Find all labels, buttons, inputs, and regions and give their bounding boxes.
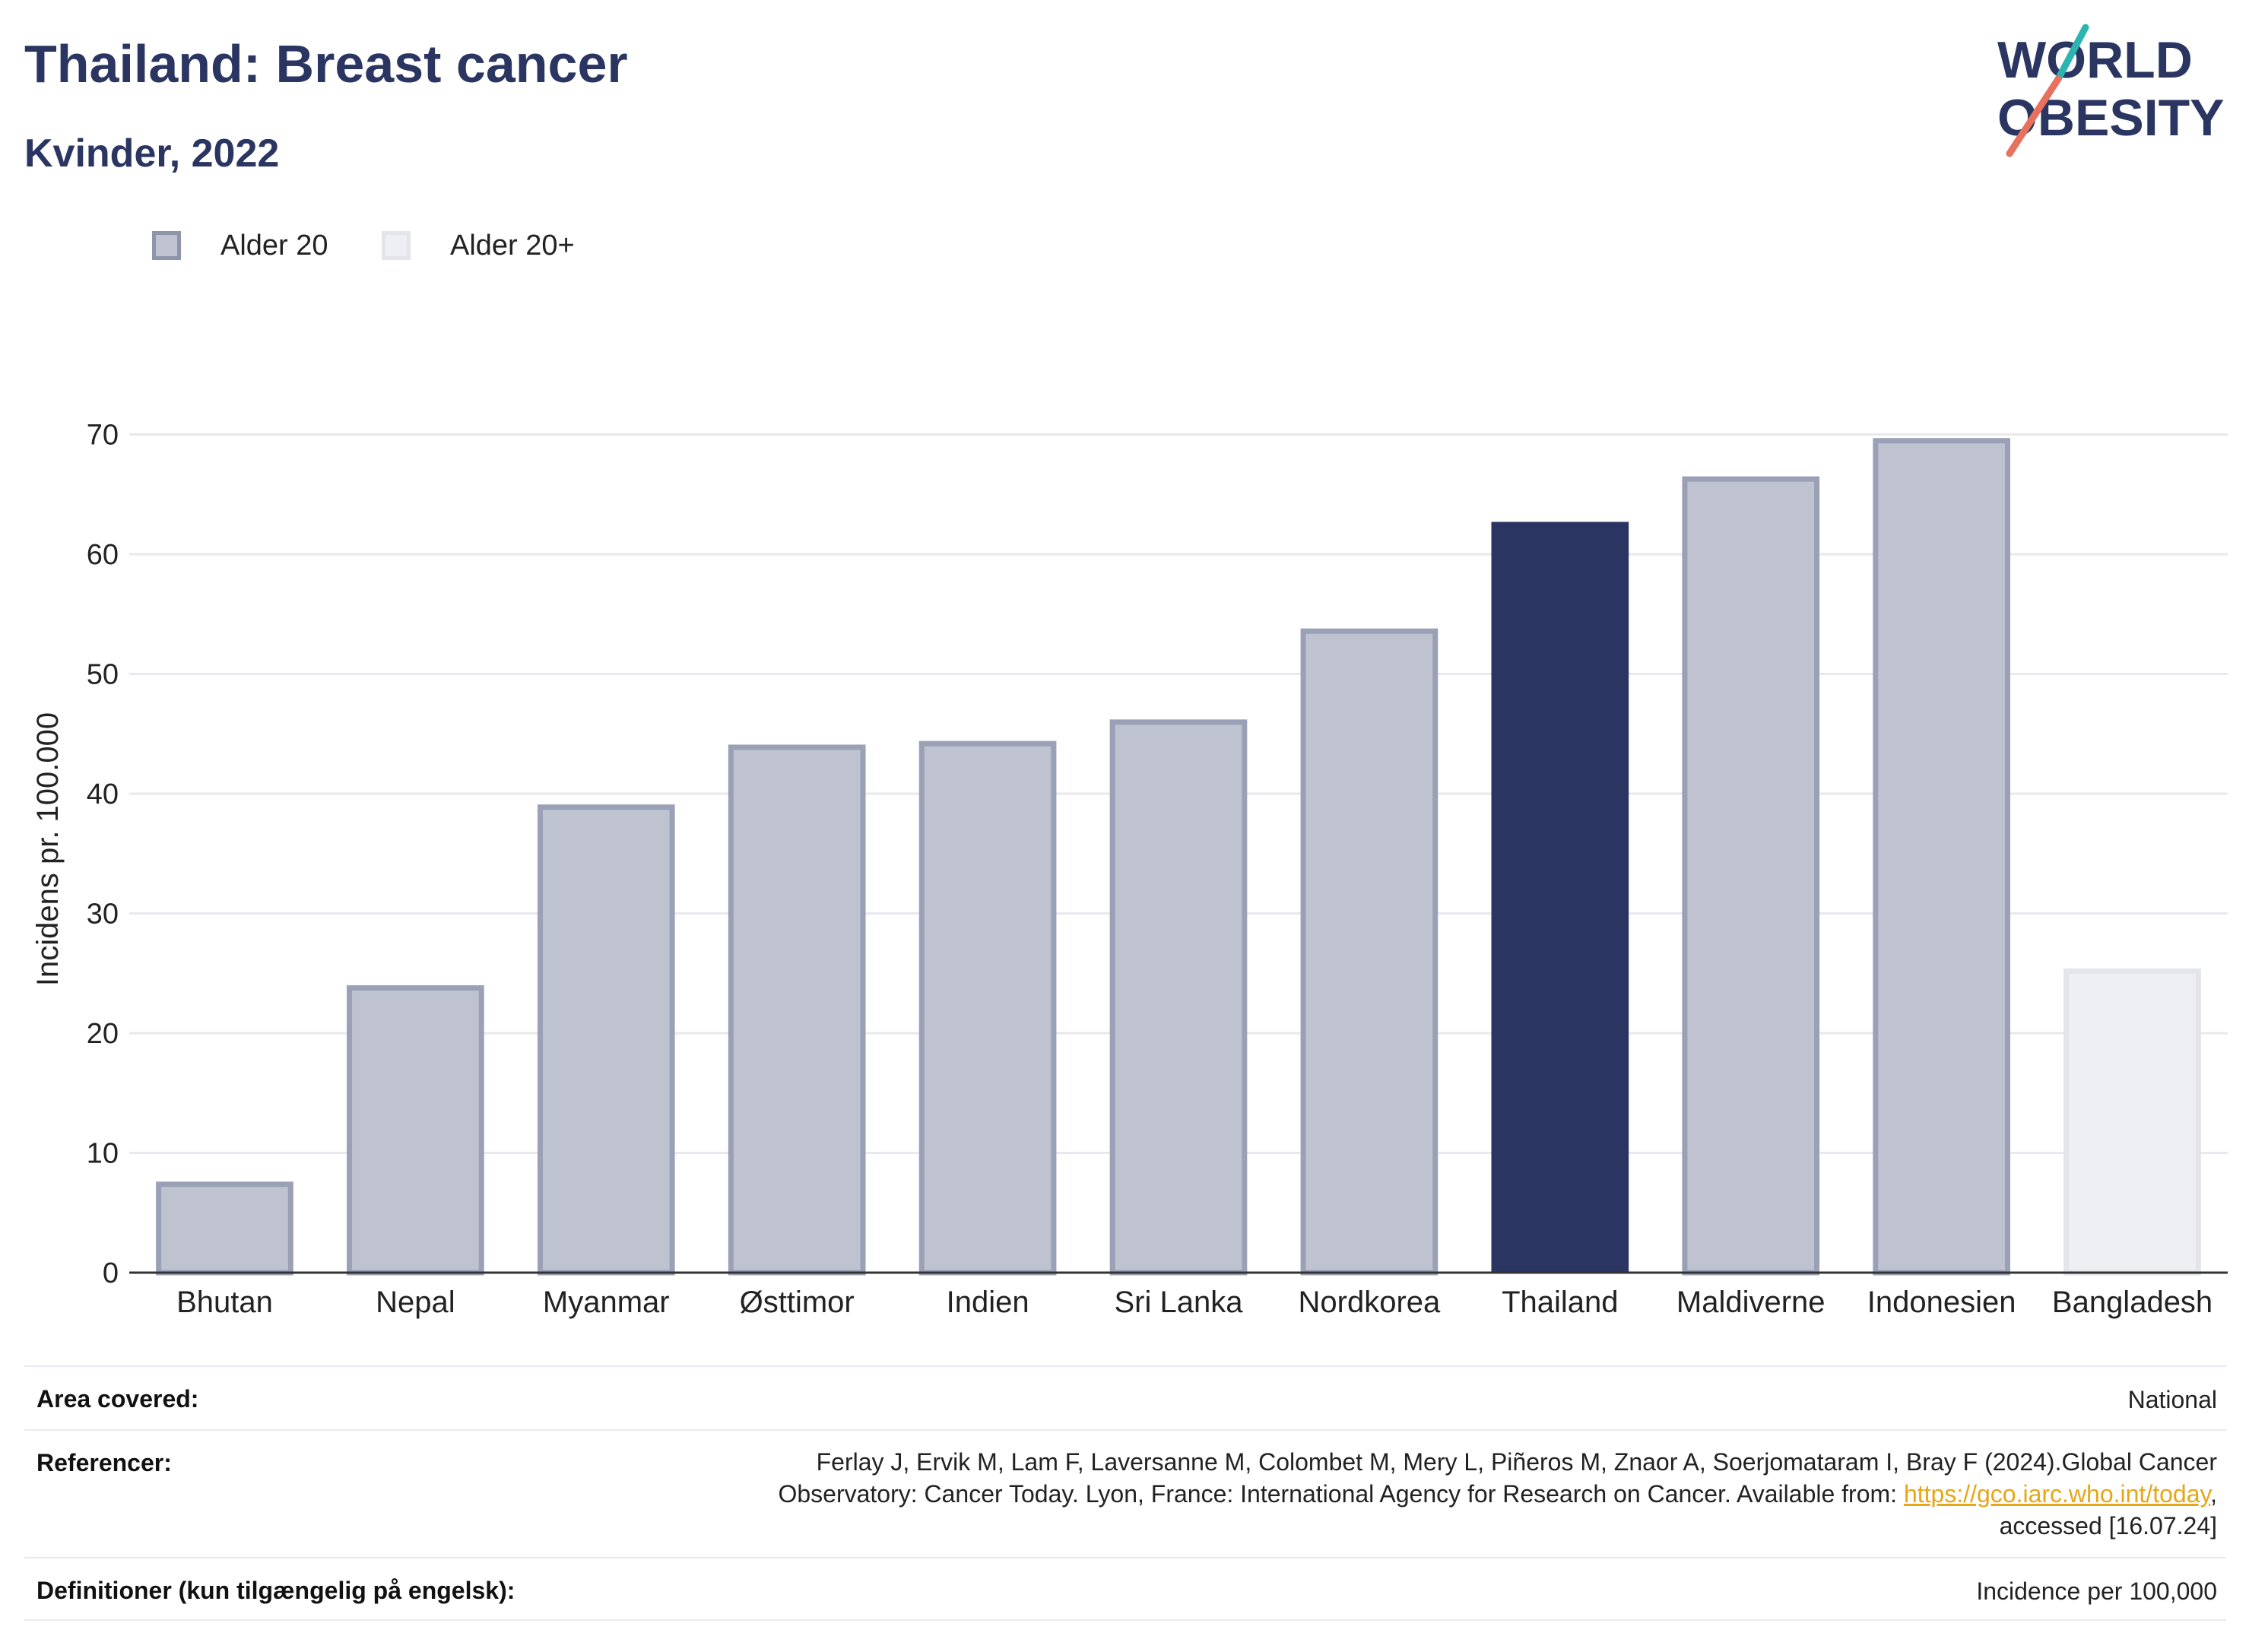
x-tick-label-indonesien: Indonesien	[1867, 1286, 2016, 1319]
footer-value-references: Ferlay J, Ervik M, Lam F, Laversanne M, …	[778, 1446, 2217, 1542]
x-tick-label-bhutan: Bhutan	[176, 1286, 273, 1319]
y-tick-label-40: 40	[87, 778, 119, 810]
logo-slash-teal	[2054, 24, 2089, 83]
reference-link[interactable]: https://gco.iarc.who.int/today	[1903, 1480, 2211, 1508]
footer-table: Area covered: National Referencer: Ferla…	[24, 1365, 2226, 1621]
reference-line-2: Observatory: Cancer Today. Lyon, France:…	[778, 1478, 2217, 1510]
y-tick-label-70: 70	[87, 420, 119, 452]
world-obesity-logo: WORLD OBESITY	[1997, 24, 2225, 157]
bar-indonesien[interactable]	[1873, 438, 2010, 1276]
logo-text-world: WORLD	[1997, 31, 2193, 89]
x-tick-label-sttimor: Østtimor	[740, 1286, 855, 1319]
x-tick-label-indien: Indien	[947, 1286, 1029, 1319]
bar-myanmar[interactable]	[537, 804, 675, 1276]
y-tick-label-20: 20	[87, 1018, 119, 1050]
page-subtitle: Kvinder, 2022	[24, 132, 280, 176]
x-tick-label-nordkorea: Nordkorea	[1299, 1286, 1442, 1319]
footer-row-area: Area covered: National	[24, 1365, 2226, 1429]
footer-label-references: Referencer:	[36, 1449, 172, 1476]
reference-link-suffix: ,	[2210, 1480, 2217, 1508]
bar-indien[interactable]	[918, 740, 1057, 1276]
bar-sttimor[interactable]	[728, 744, 866, 1276]
footer-label-area: Area covered:	[36, 1385, 199, 1413]
reference-line-2-text: Observatory: Cancer Today. Lyon, France:…	[778, 1480, 1904, 1508]
bar-thailand[interactable]	[1491, 522, 1629, 1274]
footer-value-definitions: Incidence per 100,000	[1976, 1577, 2217, 1605]
y-tick-label-30: 30	[87, 899, 119, 931]
y-tick-label-0: 0	[103, 1257, 119, 1289]
reference-line-1: Ferlay J, Ervik M, Lam F, Laversanne M, …	[816, 1448, 2217, 1476]
y-tick-label-50: 50	[87, 659, 119, 691]
bar-nordkorea[interactable]	[1300, 628, 1439, 1276]
footer-label-definitions: Definitioner (kun tilgængelig på engelsk…	[36, 1577, 515, 1604]
x-tick-label-maldiverne: Maldiverne	[1676, 1286, 1826, 1319]
x-tick-label-nepal: Nepal	[376, 1286, 455, 1319]
x-tick-label-bangladesh: Bangladesh	[2052, 1286, 2213, 1319]
reference-line-3: accessed [16.07.24]	[1999, 1512, 2217, 1539]
footer-row-definitions: Definitioner (kun tilgængelig på engelsk…	[24, 1557, 2226, 1621]
legend-swatch-alder-20-plus	[382, 231, 411, 260]
y-tick-label-10: 10	[87, 1138, 119, 1170]
footer-value-area: National	[2127, 1386, 2217, 1413]
bar-nepal[interactable]	[347, 985, 484, 1276]
bar-bangladesh[interactable]	[2063, 968, 2201, 1276]
page-title: Thailand: Breast cancer	[24, 34, 628, 94]
logo-slash-coral	[2006, 75, 2062, 157]
legend-label-alder-20: Alder 20	[220, 230, 328, 262]
legend-label-alder-20-plus: Alder 20+	[450, 230, 575, 262]
x-tick-label-sri-lanka: Sri Lanka	[1115, 1286, 1244, 1319]
bar-sri-lanka[interactable]	[1109, 719, 1248, 1276]
y-tick-label-60: 60	[87, 539, 119, 571]
legend-swatch-alder-20	[152, 231, 181, 260]
bar-maldiverne[interactable]	[1682, 476, 1820, 1276]
bar-chart: 0 10 20 30 40 50 60 70 Incidens pr. 100.000 Bhuta…	[31, 420, 2228, 1319]
x-tick-label-thailand: Thailand	[1502, 1286, 1618, 1319]
footer-row-references: Referencer: Ferlay J, Ervik M, Lam F, La…	[24, 1429, 2226, 1557]
x-tick-label-myanmar: Myanmar	[543, 1286, 670, 1319]
bar-bhutan[interactable]	[156, 1181, 293, 1276]
y-axis-title: Incidens pr. 100.000	[31, 712, 65, 986]
